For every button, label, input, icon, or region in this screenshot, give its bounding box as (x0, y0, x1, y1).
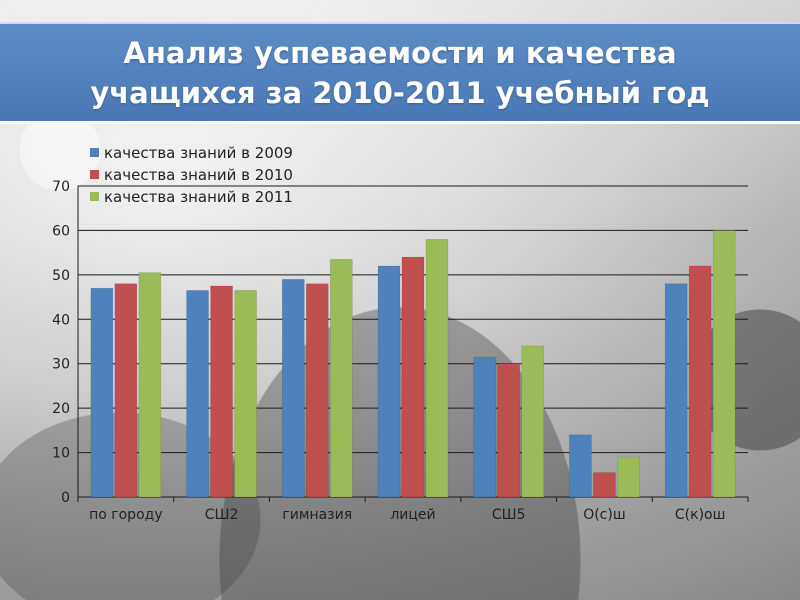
x-category-label: С(к)ош (675, 507, 726, 523)
y-tick-label: 30 (52, 357, 70, 373)
x-category-label: СШ5 (492, 507, 526, 523)
legend-swatch-2 (90, 170, 99, 179)
y-tick-label: 60 (52, 223, 70, 239)
x-category-label: по городу (89, 507, 163, 523)
bar-2-6 (593, 472, 616, 498)
bar-2-2 (210, 285, 233, 498)
bar-1-2 (186, 290, 209, 498)
y-tick-label: 20 (52, 401, 70, 417)
x-category-label: СШ2 (205, 507, 239, 523)
bar-3-7 (712, 230, 736, 498)
title-banner: Анализ успеваемости и качества учащихся … (0, 22, 800, 124)
y-tick-label: 70 (52, 179, 70, 195)
bar-3-3 (329, 259, 353, 498)
x-category-label: лицей (390, 507, 435, 523)
legend-label-3: качества знаний в 2011 (104, 188, 293, 206)
bar-2-3 (305, 283, 329, 498)
bar-3-2 (234, 290, 257, 498)
bar-2-4 (401, 256, 425, 498)
bar-1-6 (569, 434, 592, 498)
y-tick-label: 10 (52, 446, 70, 462)
bar-2-7 (688, 265, 712, 498)
legend-swatch-3 (90, 192, 99, 201)
bar-3-4 (425, 239, 449, 498)
bar-3-6 (617, 456, 640, 498)
legend-label-2: качества знаний в 2010 (104, 166, 293, 184)
bar-3-5 (521, 345, 545, 498)
page-title-line-2: учащихся за 2010-2011 учебный год (90, 75, 710, 110)
bar-2-5 (497, 363, 521, 498)
legend-label-1: качества знаний в 2009 (104, 144, 293, 162)
page-title-line-1: Анализ успеваемости и качества (123, 35, 677, 70)
bar-1-3 (281, 278, 305, 498)
bar-3-1 (138, 272, 162, 498)
bar-1-7 (664, 283, 688, 498)
bar-1-5 (473, 356, 497, 498)
bar-1-4 (377, 265, 401, 498)
y-tick-label: 40 (52, 312, 70, 328)
x-category-label: О(с)ш (583, 507, 625, 523)
y-tick-label: 50 (52, 268, 70, 284)
x-category-label: гимназия (282, 507, 352, 523)
bar-2-1 (114, 283, 138, 498)
legend-swatch-1 (90, 148, 99, 157)
y-tick-label: 0 (61, 490, 70, 506)
bar-1-1 (90, 287, 114, 498)
